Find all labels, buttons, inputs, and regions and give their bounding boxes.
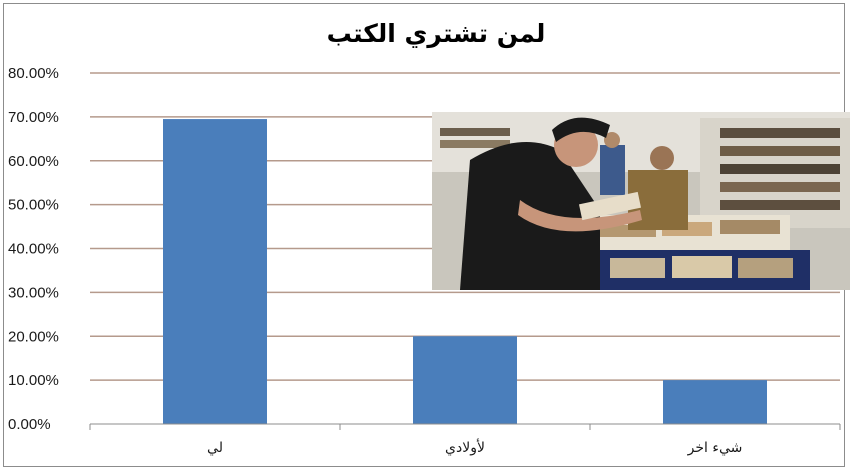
x-category-label: لأولادي: [445, 438, 485, 456]
bars: [163, 119, 767, 424]
y-tick-label: 50.00%: [8, 197, 59, 214]
y-tick-label: 40.00%: [8, 241, 59, 258]
y-tick-label: 0.00%: [8, 416, 51, 433]
y-tick-label: 30.00%: [8, 284, 59, 301]
bar: [163, 119, 267, 424]
photo-man-reading-at-book-fair: [432, 112, 850, 290]
x-category-label: لي: [207, 440, 223, 456]
y-tick-label: 20.00%: [8, 328, 59, 345]
x-axis-category-labels: لي لأولادي شيء اخر: [207, 438, 742, 456]
y-tick-label: 80.00%: [8, 65, 59, 82]
y-tick-label: 60.00%: [8, 153, 59, 170]
y-tick-label: 70.00%: [8, 109, 59, 126]
y-axis-tick-labels: 0.00% 10.00% 20.00% 30.00% 40.00% 50.00% 60.00…: [8, 65, 59, 433]
x-category-label: شيء اخر: [687, 440, 743, 456]
bar: [663, 380, 767, 424]
x-axis: [89, 423, 841, 430]
y-tick-label: 10.00%: [8, 372, 59, 389]
bar: [413, 336, 517, 424]
chart-title: لمن تشتري الكتب: [327, 19, 546, 49]
